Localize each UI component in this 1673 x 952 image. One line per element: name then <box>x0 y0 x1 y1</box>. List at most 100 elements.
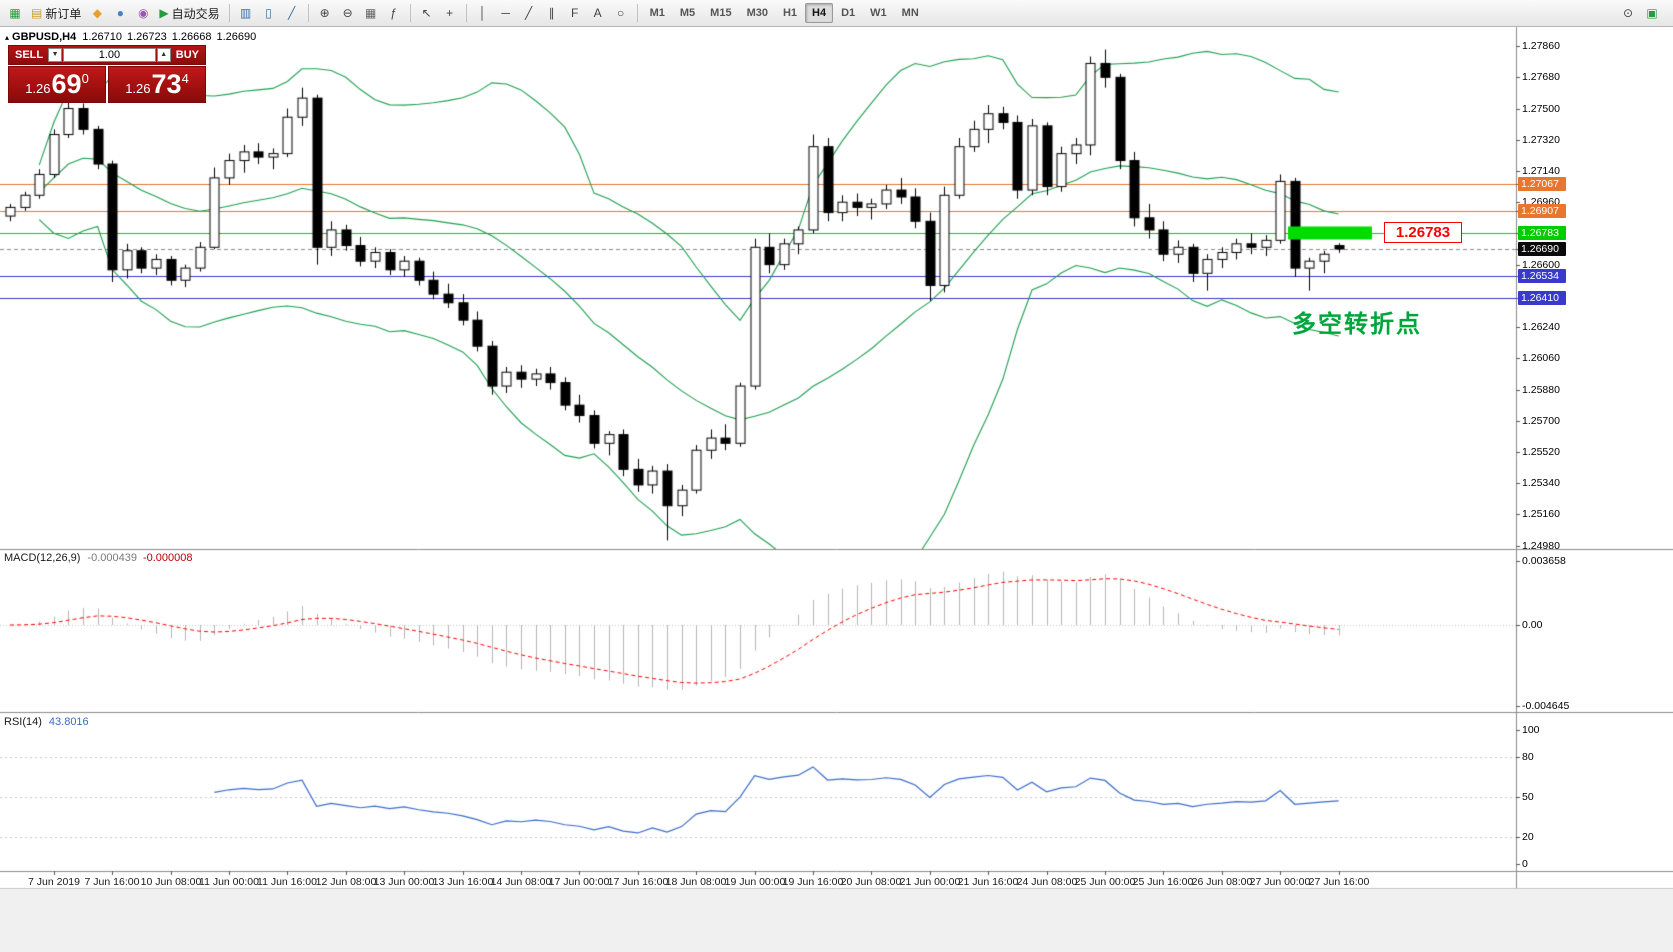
macd-scale-label: 0.003658 <box>1522 555 1566 567</box>
price-tag-label[interactable]: 1.26783 <box>1384 222 1462 243</box>
mql5-community-button[interactable]: ◆ <box>86 2 108 24</box>
collapse-arrow-icon[interactable]: ▴ <box>5 33 10 42</box>
buy-label[interactable]: BUY <box>175 49 199 61</box>
toolbar-separator <box>636 4 638 22</box>
time-axis-label: 19 Jun 00:00 <box>724 876 786 888</box>
cursor-button[interactable]: ↖ <box>416 2 438 24</box>
timeframe-m1-button[interactable]: M1 <box>649 7 665 19</box>
indicators-icon: ƒ <box>390 6 397 20</box>
price-axis-label: 1.25880 <box>1522 384 1560 396</box>
app-logo-icon: ▦ <box>4 2 26 24</box>
time-axis-label: 13 Jun 00:00 <box>373 876 435 888</box>
timeframe-m30-button[interactable]: M30 <box>746 7 768 19</box>
time-axis-label: 10 Jun 08:00 <box>140 876 202 888</box>
navigator-button[interactable]: ◉ <box>132 2 154 24</box>
navigator-icon: ◉ <box>138 6 149 20</box>
macd-scale-label: -0.004645 <box>1522 700 1570 712</box>
timeframe-h4-button[interactable]: H4 <box>805 3 834 23</box>
time-axis-label: 21 Jun 16:00 <box>957 876 1019 888</box>
crosshair-button[interactable]: + <box>439 2 461 24</box>
cursor-icon: ↖ <box>421 6 432 20</box>
rsi-scale-label: 80 <box>1522 751 1534 763</box>
tile-windows-icon: ▦ <box>364 6 377 20</box>
sell-price-pips: 69 <box>51 69 82 99</box>
chart-bars-button[interactable]: ▥ <box>235 2 257 24</box>
chart-candles-button[interactable]: ▯ <box>258 2 280 24</box>
chart-window-icon: ▣ <box>1646 6 1658 20</box>
channel-icon: ∥ <box>548 6 555 20</box>
new-order-icon: ▤ <box>31 6 43 20</box>
time-axis-label: 11 Jun 00:00 <box>199 876 259 888</box>
price-axis-label: 1.27320 <box>1522 134 1560 146</box>
autotrading-button[interactable]: ▶ 自动交易 <box>155 2 223 24</box>
price-axis-label: 1.25340 <box>1522 477 1560 489</box>
price-axis-label: 1.25160 <box>1522 508 1560 520</box>
chart-line-button[interactable]: ╱ <box>281 2 303 24</box>
timeframe-m5-button[interactable]: M5 <box>679 7 696 19</box>
time-axis-label: 27 Jun 16:00 <box>1308 876 1370 888</box>
shapes-button[interactable]: ○ <box>610 2 632 24</box>
timeframe-h1-button[interactable]: H1 <box>782 7 798 19</box>
fibonacci-button[interactable]: F <box>564 2 586 24</box>
symbol-ohlc-readout: ▴ GBPUSD,H4 1.26710 1.26723 1.26668 1.26690 <box>5 31 261 43</box>
search-icon: ⊙ <box>1622 6 1634 20</box>
price-level-label: 1.26690 <box>1518 242 1566 256</box>
text-icon: A <box>593 6 602 20</box>
zoom-in-icon: ⊕ <box>319 6 330 20</box>
market-watch-button[interactable]: ● <box>109 2 131 24</box>
chart-bars-icon: ▥ <box>239 6 252 20</box>
search-button[interactable]: ⊙ <box>1617 2 1639 24</box>
time-axis-label: 25 Jun 00:00 <box>1074 876 1136 888</box>
price-level-label: 1.26783 <box>1518 226 1566 240</box>
macd-title: MACD(12,26,9) <box>4 552 81 564</box>
horizontal-line-button[interactable]: ─ <box>495 2 517 24</box>
rsi-value: 43.8016 <box>48 716 89 728</box>
chart-window-button[interactable]: ▣ <box>1641 2 1663 24</box>
sell-price-point: 0 <box>81 71 89 86</box>
time-axis-label: 24 Jun 08:00 <box>1016 876 1078 888</box>
time-axis-label: 17 Jun 00:00 <box>548 876 610 888</box>
bar-high-value: 1.26723 <box>126 31 167 43</box>
price-axis-label: 1.27680 <box>1522 71 1560 83</box>
timeframe-d1-button[interactable]: D1 <box>841 7 856 19</box>
timeframe-w1-button[interactable]: W1 <box>870 7 887 19</box>
vertical-line-button[interactable]: │ <box>472 2 494 24</box>
buy-button[interactable]: 1.26 73 4 <box>108 66 206 103</box>
time-axis-label: 7 Jun 2019 <box>28 876 80 888</box>
zoom-out-button[interactable]: ⊖ <box>337 2 359 24</box>
toolbar-separator <box>307 4 309 22</box>
time-axis-label: 14 Jun 08:00 <box>490 876 552 888</box>
volume-increase-button[interactable]: ▲ <box>156 48 171 62</box>
sell-label[interactable]: SELL <box>15 49 44 61</box>
fibonacci-icon: F <box>570 6 579 20</box>
chart-line-icon: ╱ <box>287 6 296 20</box>
new-order-button[interactable]: ▤ 新订单 <box>27 2 85 24</box>
channel-button[interactable]: ∥ <box>541 2 563 24</box>
chart-candles-icon: ▯ <box>265 6 272 20</box>
volume-input[interactable]: 1.00 <box>63 48 156 62</box>
text-button[interactable]: A <box>587 2 609 24</box>
time-axis-label: 11 Jun 16:00 <box>257 876 317 888</box>
price-axis-label: 1.26600 <box>1522 259 1560 271</box>
zoom-in-button[interactable]: ⊕ <box>314 2 336 24</box>
trendline-button[interactable]: ╱ <box>518 2 540 24</box>
sell-price-prefix: 1.26 <box>25 81 51 96</box>
macd-signal-value: -0.000008 <box>142 552 193 564</box>
volume-decrease-button[interactable]: ▼ <box>48 48 63 62</box>
indicators-button[interactable]: ƒ <box>383 2 405 24</box>
time-axis-label: 18 Jun 08:00 <box>665 876 727 888</box>
time-axis-label: 21 Jun 00:00 <box>899 876 961 888</box>
tile-windows-button[interactable]: ▦ <box>360 2 382 24</box>
autotrading-label: 自动交易 <box>171 6 220 21</box>
bar-close-value: 1.26690 <box>216 31 257 43</box>
time-axis-label: 19 Jun 16:00 <box>782 876 844 888</box>
timeframe-m15-button[interactable]: M15 <box>710 7 732 19</box>
market-watch-icon: ● <box>116 6 124 20</box>
price-axis-label: 1.27140 <box>1522 165 1560 177</box>
vertical-line-icon: │ <box>478 6 487 20</box>
toolbar-right-group: ⊙ ▣ <box>1617 2 1663 24</box>
timeframe-mn-button[interactable]: MN <box>901 7 919 19</box>
sell-button[interactable]: 1.26 69 0 <box>8 66 106 103</box>
